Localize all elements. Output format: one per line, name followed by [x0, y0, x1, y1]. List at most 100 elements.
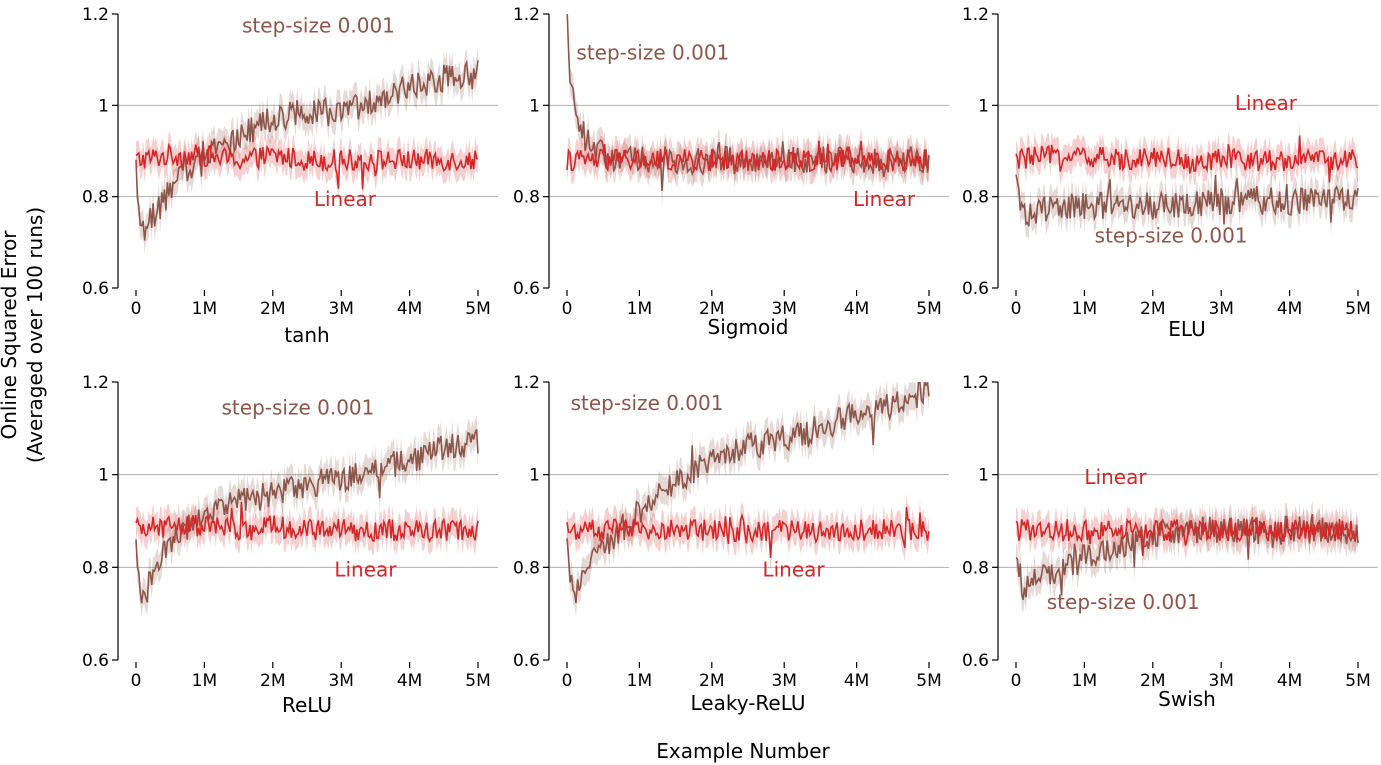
series-line-linear	[135, 142, 479, 190]
x-tick-label: 1M	[1072, 671, 1097, 691]
series-label-linear: Linear	[1235, 91, 1298, 115]
x-tick-label: 5M	[1345, 671, 1370, 691]
y-tick-label: 1.2	[962, 5, 989, 25]
series-line-linear	[1015, 516, 1359, 556]
y-tick-label: 1.2	[962, 373, 989, 393]
x-tick-label: 0	[562, 299, 573, 319]
x-tick-label: 4M	[397, 299, 422, 319]
band-linear	[567, 127, 929, 188]
panel-relu: Linear step-size 0.001 0.6 0.8 1 1.2 0 1M 2M 3M 4M…	[82, 373, 498, 717]
x-tick-label: 0	[131, 299, 142, 319]
x-tick-label: 5M	[465, 299, 490, 319]
x-tick-label: 4M	[844, 671, 869, 691]
plot-area	[1015, 121, 1359, 240]
x-tick-label: 4M	[844, 299, 869, 319]
plot-area	[566, 382, 930, 617]
panel-leaky-relu: Linear step-size 0.001 0.6 0.8 1 1.2 0 1M 2M 3M 4M…	[513, 373, 949, 715]
series-line-stepsize	[135, 59, 479, 241]
panel-swish: Linear step-size 0.001 0.6 0.8 1 1.2 0 1M 2M 3M 4M…	[962, 373, 1378, 711]
y-tick-label: 0.6	[962, 279, 989, 299]
x-tick-label: 4M	[1277, 671, 1302, 691]
series-label-linear: Linear	[762, 558, 825, 582]
x-tick-label: 0	[1011, 299, 1022, 319]
x-tick-label: 2M	[699, 299, 724, 319]
panel-title: Leaky-ReLU	[690, 691, 805, 715]
band-stepsize	[567, 382, 929, 617]
series-label-stepsize: step-size 0.001	[576, 41, 729, 65]
series-label-stepsize: step-size 0.001	[571, 391, 724, 415]
band-linear	[136, 488, 478, 555]
series-line-stepsize	[135, 428, 479, 604]
x-tick-label: 3M	[328, 299, 353, 319]
series-label-stepsize: step-size 0.001	[1047, 590, 1200, 614]
x-tick-label: 5M	[916, 671, 941, 691]
panel-sigmoid: Linear step-size 0.001 0.6 0.8 1 1.2 0 1M 2M 3M 4M…	[513, 5, 949, 339]
x-tick-label: 0	[131, 671, 142, 691]
panel-elu: Linear step-size 0.001 0.6 0.8 1 1.2 0 1M 2M 3M 4M…	[962, 5, 1378, 341]
x-tick-label: 1M	[627, 299, 652, 319]
band-stepsize	[136, 46, 478, 255]
x-tick-label: 3M	[771, 671, 796, 691]
y-tick-label: 0.6	[513, 279, 540, 299]
y-tick-label: 1	[98, 96, 109, 116]
band-linear	[1016, 121, 1358, 196]
y-axis-label-line2: (Averaged over 100 runs)	[23, 207, 47, 463]
y-tick-label: 0.6	[82, 279, 109, 299]
x-tick-label: 2M	[1140, 671, 1165, 691]
panel-title: Swish	[1158, 687, 1216, 711]
series-line-linear	[566, 507, 930, 559]
x-axis-label: Example Number	[656, 739, 830, 763]
y-tick-label: 0.6	[82, 651, 109, 671]
panel-title: ELU	[1168, 317, 1205, 341]
y-tick-label: 0.8	[82, 558, 109, 578]
y-tick-label: 1.2	[513, 373, 540, 393]
plot-area	[135, 46, 479, 255]
series-label-stepsize: step-size 0.001	[1095, 223, 1248, 247]
y-tick-label: 1	[978, 466, 989, 486]
x-tick-label: 3M	[1208, 671, 1233, 691]
x-tick-label: 2M	[1140, 299, 1165, 319]
y-tick-label: 0.8	[513, 188, 540, 208]
panels: Linear step-size 0.001 0.6 0.8 1 1.2 0 1M 2M 3M 4M…	[82, 5, 1378, 717]
panel-tanh: Linear step-size 0.001 0.6 0.8 1 1.2 0 1M 2M 3M 4M…	[82, 5, 498, 347]
x-tick-label: 1M	[192, 299, 217, 319]
x-tick-label: 4M	[397, 671, 422, 691]
x-tick-label: 0	[562, 671, 573, 691]
x-tick-label: 3M	[328, 671, 353, 691]
series-label-linear: Linear	[1084, 465, 1147, 489]
y-tick-label: 0.8	[513, 558, 540, 578]
x-tick-label: 5M	[916, 299, 941, 319]
series-line-linear	[135, 501, 479, 544]
x-tick-label: 1M	[627, 671, 652, 691]
series-label-stepsize: step-size 0.001	[242, 13, 395, 37]
x-tick-label: 1M	[192, 671, 217, 691]
y-tick-label: 0.6	[962, 651, 989, 671]
x-tick-label: 2M	[260, 671, 285, 691]
y-tick-label: 1	[529, 466, 540, 486]
series-line-linear	[566, 140, 930, 175]
x-tick-label: 3M	[771, 299, 796, 319]
panel-title: tanh	[284, 323, 329, 347]
band-stepsize	[136, 415, 478, 618]
series-line-stepsize	[1015, 513, 1359, 600]
series-label-linear: Linear	[853, 187, 916, 211]
x-tick-label: 2M	[699, 671, 724, 691]
series-label-linear: Linear	[334, 558, 397, 582]
plot-area	[1015, 500, 1359, 614]
y-tick-label: 0.8	[82, 188, 109, 208]
y-tick-label: 0.6	[513, 651, 540, 671]
y-axis-label-line1: Online Squared Error	[0, 230, 21, 440]
y-tick-label: 1.2	[82, 5, 109, 25]
series-label-stepsize: step-size 0.001	[222, 395, 375, 419]
series-label-linear: Linear	[314, 187, 377, 211]
y-tick-label: 1	[978, 96, 989, 116]
y-tick-label: 0.8	[962, 188, 989, 208]
y-tick-label: 1	[529, 96, 540, 116]
y-tick-label: 1.2	[82, 373, 109, 393]
plot-area	[135, 415, 479, 618]
y-tick-label: 0.8	[962, 558, 989, 578]
series-line-linear	[1015, 135, 1359, 183]
x-tick-label: 2M	[260, 299, 285, 319]
x-tick-label: 0	[1011, 671, 1022, 691]
